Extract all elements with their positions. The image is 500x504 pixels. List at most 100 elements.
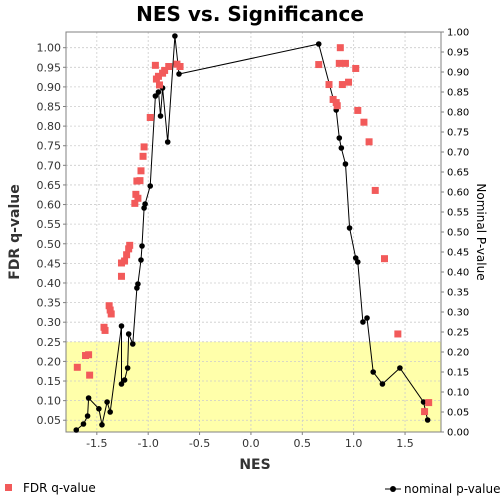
fdr-point (335, 59, 343, 67)
y-left-tick-label: 0.05 (37, 414, 62, 427)
fdr-point (333, 102, 341, 110)
y-left-tick-label: 1.00 (37, 42, 62, 55)
pvalue-point (176, 71, 182, 77)
x-tick-label: 1.5 (396, 437, 414, 450)
fdr-point (161, 66, 169, 74)
y-left-tick-label: 0.85 (37, 101, 62, 114)
fdr-point (354, 106, 362, 114)
pvalue-point (125, 331, 132, 337)
x-tick-label: -1.0 (137, 437, 158, 450)
fdr-point (117, 272, 125, 280)
pvalue-point (346, 225, 353, 231)
pvalue-point (164, 139, 171, 145)
fdr-point (86, 371, 94, 379)
y-left-tick-label: 0.80 (37, 120, 62, 133)
pvalue-point (379, 381, 386, 387)
pvalue-point (84, 413, 91, 419)
pvalue-point (104, 399, 110, 405)
fdr-point (155, 81, 163, 89)
pvalue-point (424, 417, 431, 423)
y-right-tick-label: 0.25 (447, 328, 469, 339)
y-right-tick-label: 0.60 (447, 188, 469, 199)
fdr-point (131, 199, 139, 207)
y-left-tick-label: 0.90 (37, 81, 62, 94)
fdr-point (140, 143, 148, 151)
y-left-tick-label: 0.50 (37, 238, 62, 251)
x-axis-label: NES (239, 457, 270, 473)
legend-pvalue-marker (390, 486, 396, 492)
y-left-tick-label: 0.10 (37, 395, 62, 408)
fdr-point (107, 310, 115, 318)
pvalue-point (138, 257, 144, 263)
y-axis-left-label: FDR q-value (7, 184, 23, 280)
y-left-tick-label: 0.30 (37, 316, 62, 329)
pvalue-point (370, 369, 376, 375)
legend-pvalue-label: nominal p-value (404, 482, 500, 496)
fdr-point (394, 330, 402, 338)
pvalue-point (85, 395, 92, 401)
fdr-point (345, 78, 353, 86)
y-left-tick-label: 0.55 (37, 218, 62, 231)
pvalue-point (135, 281, 141, 287)
fdr-point (336, 44, 344, 52)
pvalue-point (354, 259, 361, 265)
y-right-tick-label: 0.80 (447, 108, 469, 119)
y-right-tick-label: 0.00 (447, 428, 469, 439)
y-right-tick-label: 0.65 (447, 168, 469, 179)
fdr-point (352, 64, 360, 72)
fdr-point (106, 306, 114, 314)
y-left-tick-label: 0.75 (37, 140, 62, 153)
pvalue-point (96, 406, 102, 412)
fdr-point (360, 118, 368, 126)
y-right-tick-label: 0.05 (447, 408, 469, 419)
pvalue-point (152, 93, 159, 99)
pvalue-point (155, 89, 162, 95)
y-right-tick-label: 0.10 (447, 388, 469, 399)
fdr-point (341, 59, 349, 67)
pvalue-point (342, 161, 349, 167)
pvalue-point (336, 135, 343, 141)
legend-fdr-label: FDR q-value (23, 481, 96, 495)
fdr-point (126, 241, 134, 249)
y-right-tick-label: 0.40 (447, 268, 469, 279)
fdr-point (338, 81, 346, 89)
y-right-tick-label: 0.75 (447, 128, 469, 139)
y-left-tick-label: 0.35 (37, 297, 62, 310)
x-tick-label: 0.0 (242, 437, 260, 450)
y-left-tick-label: 0.20 (37, 355, 62, 368)
pvalue-point (315, 41, 322, 47)
pvalue-point (139, 243, 145, 249)
x-tick-label: -0.5 (189, 437, 210, 450)
y-axis-right-label: Nominal P-value (474, 183, 488, 280)
fdr-point (105, 302, 113, 310)
chart-title: NES vs. Significance (136, 2, 364, 26)
pvalue-point (172, 33, 178, 39)
pvalue-point (147, 183, 154, 189)
significance-band (66, 341, 441, 432)
y-right-tick-label: 0.15 (447, 368, 469, 379)
y-right-tick-label: 0.90 (447, 68, 469, 79)
pvalue-point (80, 421, 87, 427)
fdr-point (73, 363, 81, 371)
fdr-point (85, 351, 93, 359)
fdr-point (315, 61, 323, 69)
pvalue-point (124, 365, 131, 371)
fdr-point (380, 255, 388, 263)
y-left-tick-label: 0.25 (37, 336, 62, 349)
y-left-tick-label: 0.65 (37, 179, 62, 192)
legend: FDR q-value nominal p-value (5, 481, 500, 496)
fdr-point (151, 61, 159, 69)
y-left-tick-label: 0.70 (37, 159, 62, 172)
y-right-tick-label: 0.70 (447, 148, 469, 159)
y-right-tick-label: 0.30 (447, 308, 469, 319)
y-right-tick-label: 0.95 (447, 48, 469, 59)
y-right-tick-label: 0.50 (447, 228, 469, 239)
fdr-point (146, 113, 154, 121)
pvalue-point (121, 377, 128, 383)
y-right-tick-label: 0.20 (447, 348, 469, 359)
fdr-point (365, 138, 373, 146)
fdr-point (139, 152, 147, 160)
y-right-tick-label: 0.35 (447, 288, 469, 299)
fdr-point (165, 63, 173, 71)
